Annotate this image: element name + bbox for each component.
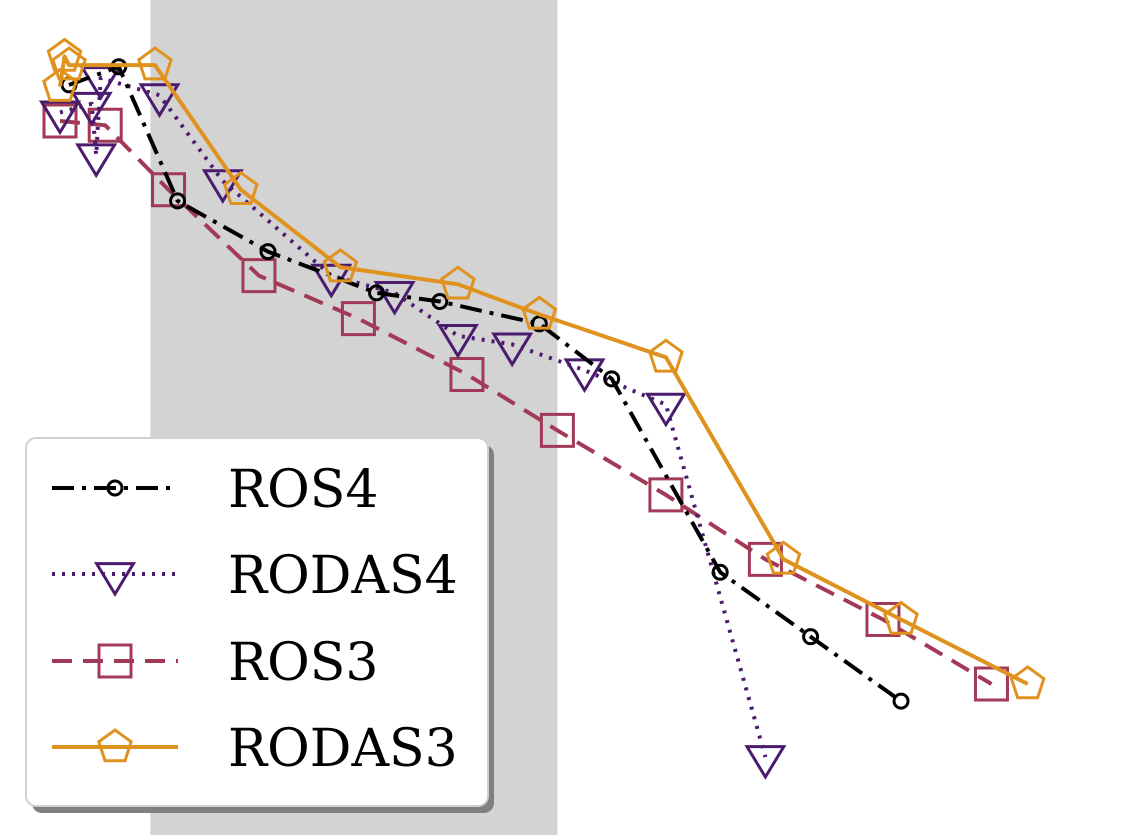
point-rodas4-3 [79,66,122,101]
point-ros3-8 [747,541,783,577]
point-ros4-5 [431,292,449,310]
point-ros3-3 [241,258,277,294]
point-rodas3-8 [647,338,684,373]
series-rodas3 [42,37,1046,700]
point-rodas3-5 [322,248,359,283]
point-ros4-10 [892,692,910,710]
legend-marker-ros3 [97,643,133,679]
point-ros3-5 [449,357,485,393]
point-rodas4-11 [644,392,687,428]
point-rodas4-8 [436,323,479,359]
point-ros4-2 [169,192,187,210]
series-layer [38,37,1046,780]
point-rodas4-4 [138,83,181,119]
point-ros3-1 [87,107,123,143]
point-ros3-7 [648,477,684,513]
point-rodas3-9 [765,540,802,575]
point-ros4-3 [259,243,277,261]
point-rodas3-7 [521,295,558,330]
point-ros3-0 [42,103,78,139]
legend-marker-ros4 [106,479,124,497]
legend-marker-rodas3 [97,728,133,763]
point-rodas4-7 [373,280,416,316]
point-rodas4-5 [201,169,244,205]
point-rodas4-9 [491,332,534,368]
point-ros3-9 [865,601,901,637]
point-rodas3-10 [883,600,919,635]
point-rodas4-1 [70,91,113,127]
point-ros3-4 [340,301,376,337]
series-ros3 [42,103,1009,702]
point-rodas3-6 [439,265,476,300]
point-ros3-6 [539,412,575,448]
point-ros4-9 [802,628,820,646]
legend-swatches [52,479,178,763]
point-rodas3-1 [46,37,83,72]
legend-label-rodas3: RODAS3 [228,719,458,779]
legend-box [25,437,489,807]
point-rodas3-11 [1009,665,1046,700]
legend-label-ros4: ROS4 [228,460,379,520]
point-rodas4-12 [744,745,787,780]
point-rodas4-2 [75,143,118,179]
series-ros4 [60,58,910,710]
series-line-ros3 [59,119,993,686]
legend-label-rodas4: RODAS4 [228,546,458,606]
series-line-ros4 [68,64,903,703]
point-ros4-6 [530,315,548,333]
point-ros4-8 [711,563,729,581]
point-rodas3-2 [51,46,87,81]
point-ros4-4 [368,284,386,302]
point-rodas3-3 [137,46,173,81]
point-rodas4-0 [38,100,82,136]
series-line-rodas3 [58,54,1029,686]
point-rodas3-4 [222,170,259,205]
legend: ROS4 RODAS4 ROS3 RODAS3 [25,437,494,813]
point-ros4-7 [603,370,621,388]
legend-marker-rodas4 [93,562,137,597]
legend-label-ros3: ROS3 [228,633,379,693]
series-rodas4 [38,66,787,780]
